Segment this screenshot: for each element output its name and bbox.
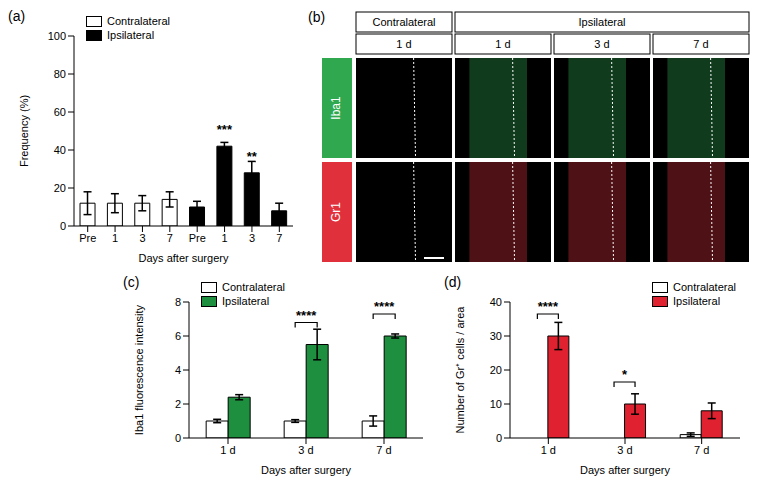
svg-text:Number of Gr⁺ cells / area: Number of Gr⁺ cells / area [454,306,466,434]
svg-text:0: 0 [60,220,66,232]
svg-text:3 d: 3 d [298,444,313,456]
svg-text:****: **** [374,299,395,314]
svg-text:1 d: 1 d [541,444,556,456]
html-text:Contralateral: Contralateral [673,281,736,293]
svg-text:100: 100 [48,30,66,42]
svg-text:8: 8 [175,296,181,308]
svg-text:7: 7 [167,232,173,244]
svg-text:20: 20 [54,182,66,194]
svg-text:1 d: 1 d [495,38,510,50]
html-text:(d): (d) [444,274,462,290]
svg-text:7: 7 [276,232,282,244]
svg-text:Gr1: Gr1 [329,202,343,222]
svg-text:Days after surgery: Days after surgery [261,464,351,476]
svg-text:3 d: 3 d [617,444,632,456]
svg-text:***: *** [217,122,233,137]
svg-text:80: 80 [54,68,66,80]
svg-text:7 d: 7 d [376,444,391,456]
svg-text:60: 60 [54,106,66,118]
svg-text:20: 20 [490,364,502,376]
svg-text:30: 30 [490,330,502,342]
svg-text:1: 1 [112,232,118,244]
svg-text:40: 40 [490,296,502,308]
svg-text:****: **** [296,308,317,323]
svg-text:1 d: 1 d [396,38,411,50]
svg-text:Ipsilateral: Ipsilateral [578,16,625,28]
html-text:Ipsilateral: Ipsilateral [107,29,155,41]
svg-text:1 d: 1 d [220,444,235,456]
svg-text:Pre: Pre [189,232,206,244]
html-text:Ipsilateral: Ipsilateral [222,295,270,307]
svg-text:1: 1 [222,232,228,244]
svg-text:40: 40 [54,144,66,156]
svg-text:****: **** [538,299,559,314]
svg-text:Days after surgery: Days after surgery [139,252,229,264]
svg-text:Frequency (%): Frequency (%) [18,95,30,167]
svg-text:Days after surgery: Days after surgery [580,464,670,476]
html-text:(a): (a) [8,8,26,24]
svg-text:Iba1: Iba1 [329,96,343,120]
svg-text:3 d: 3 d [594,38,609,50]
svg-text:7 d: 7 d [693,38,708,50]
svg-text:**: ** [247,149,258,164]
svg-text:0: 0 [496,432,502,444]
svg-text:3: 3 [249,232,255,244]
svg-text:6: 6 [175,330,181,342]
svg-text:*: * [622,367,628,382]
html-text:Ipsilateral: Ipsilateral [673,295,721,307]
svg-text:0: 0 [175,432,181,444]
svg-text:2: 2 [175,398,181,410]
html-text:(c): (c) [123,274,140,290]
html-text:Contralateral: Contralateral [222,281,285,293]
svg-text:10: 10 [490,398,502,410]
html-text:Contralateral: Contralateral [107,15,170,27]
svg-text:Contralateral: Contralateral [373,16,436,28]
svg-text:4: 4 [175,364,181,376]
svg-text:Pre: Pre [79,232,96,244]
svg-text:Iba1 fluorescence intensity: Iba1 fluorescence intensity [133,304,145,435]
svg-text:(b): (b) [308,9,325,25]
svg-text:3: 3 [139,232,145,244]
svg-text:7 d: 7 d [694,444,709,456]
